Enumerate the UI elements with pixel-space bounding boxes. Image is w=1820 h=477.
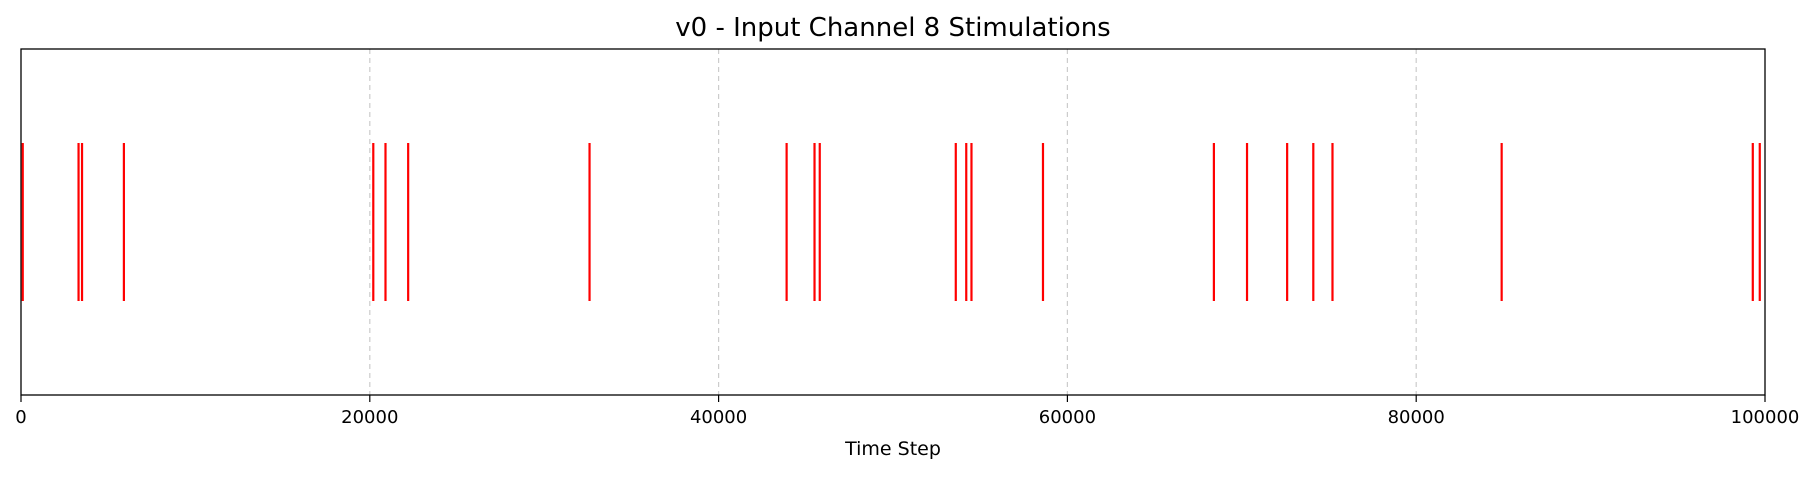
x-axis-ticks: 0 20000 40000 60000 80000 100000 bbox=[15, 395, 1799, 428]
x-tick-label: 20000 bbox=[341, 407, 398, 428]
x-tick-label: 0 bbox=[15, 407, 26, 428]
plot-frame bbox=[20, 48, 1766, 396]
grid-lines bbox=[369, 49, 1417, 395]
chart-title: v0 - Input Channel 8 Stimulations bbox=[675, 13, 1110, 43]
x-tick-label: 100000 bbox=[1731, 407, 1800, 428]
x-tick-label: 60000 bbox=[1039, 407, 1096, 428]
x-tick-label: 40000 bbox=[690, 407, 747, 428]
x-axis-label: Time Step bbox=[844, 438, 941, 460]
x-tick-label: 80000 bbox=[1388, 407, 1445, 428]
event-marks bbox=[21, 143, 1761, 301]
